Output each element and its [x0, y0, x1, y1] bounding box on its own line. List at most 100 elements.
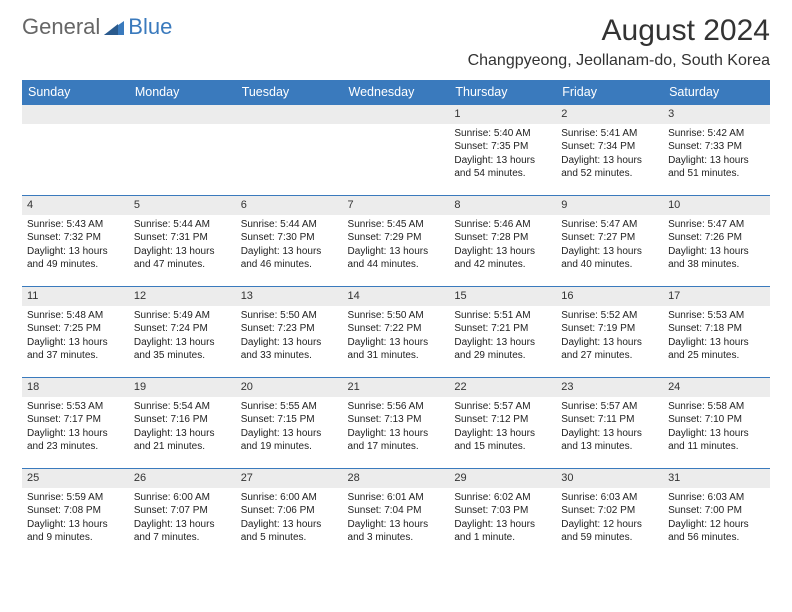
- calendar-row: 18 Sunrise: 5:53 AMSunset: 7:17 PM Dayligh…: [22, 377, 770, 468]
- day-body: Sunrise: 5:57 AMSunset: 7:11 PMDaylight:…: [556, 397, 663, 458]
- weekday-header: Wednesday: [343, 80, 450, 104]
- daylight-line: Daylight: 13 hours and 13 minutes.: [561, 427, 658, 454]
- logo: General Blue: [22, 14, 172, 40]
- daylight-line: Daylight: 13 hours and 52 minutes.: [561, 154, 658, 181]
- calendar-cell: 15Sunrise: 5:51 AMSunset: 7:21 PMDayligh…: [449, 286, 556, 377]
- title-block: August 2024 Changpyeong, Jeollanam-do, S…: [468, 14, 770, 70]
- daylight-line: Daylight: 13 hours and 42 minutes.: [454, 245, 551, 272]
- calendar-cell: 27Sunrise: 6:00 AMSunset: 7:06 PMDayligh…: [236, 468, 343, 559]
- day-body: [22, 124, 129, 131]
- sunset-line: Sunset: 7:02 PM: [561, 504, 658, 518]
- sunset-line: Sunset: 7:10 PM: [668, 413, 765, 427]
- sunset-line: Sunset: 7:25 PM: [27, 322, 124, 336]
- day-number: 8: [449, 195, 556, 215]
- day-number: 31: [663, 468, 770, 488]
- calendar-cell: 11Sunrise: 5:48 AMSunset: 7:25 PMDayligh…: [22, 286, 129, 377]
- calendar-cell: 20Sunrise: 5:55 AMSunset: 7:15 PMDayligh…: [236, 377, 343, 468]
- day-number: 10: [663, 195, 770, 215]
- sunrise-line: Sunrise: 5:50 AM: [348, 309, 445, 323]
- day-number: 21: [343, 377, 450, 397]
- calendar-cell: 29Sunrise: 6:02 AMSunset: 7:03 PMDayligh…: [449, 468, 556, 559]
- sunrise-line: Sunrise: 5:58 AM: [668, 400, 765, 414]
- daylight-line: Daylight: 13 hours and 49 minutes.: [27, 245, 124, 272]
- day-body: [343, 124, 450, 131]
- sunrise-line: Sunrise: 5:46 AM: [454, 218, 551, 232]
- daylight-line: Daylight: 13 hours and 3 minutes.: [348, 518, 445, 545]
- sunset-line: Sunset: 7:23 PM: [241, 322, 338, 336]
- sunset-line: Sunset: 7:21 PM: [454, 322, 551, 336]
- sunset-line: Sunset: 7:08 PM: [27, 504, 124, 518]
- sunrise-line: Sunrise: 5:53 AM: [668, 309, 765, 323]
- sunrise-line: Sunrise: 5:47 AM: [668, 218, 765, 232]
- sunrise-line: Sunrise: 5:47 AM: [561, 218, 658, 232]
- day-body: Sunrise: 5:53 AMSunset: 7:18 PMDaylight:…: [663, 306, 770, 367]
- calendar-cell: [236, 104, 343, 195]
- sunset-line: Sunset: 7:27 PM: [561, 231, 658, 245]
- day-body: Sunrise: 6:03 AMSunset: 7:00 PMDaylight:…: [663, 488, 770, 549]
- day-number: 17: [663, 286, 770, 306]
- sunset-line: Sunset: 7:35 PM: [454, 140, 551, 154]
- day-number: 18: [22, 377, 129, 397]
- day-body: Sunrise: 5:46 AMSunset: 7:28 PMDaylight:…: [449, 215, 556, 276]
- sunset-line: Sunset: 7:12 PM: [454, 413, 551, 427]
- sunset-line: Sunset: 7:06 PM: [241, 504, 338, 518]
- daylight-line: Daylight: 13 hours and 15 minutes.: [454, 427, 551, 454]
- day-body: Sunrise: 5:43 AMSunset: 7:32 PMDaylight:…: [22, 215, 129, 276]
- daylight-line: Daylight: 13 hours and 21 minutes.: [134, 427, 231, 454]
- weekday-header: Friday: [556, 80, 663, 104]
- day-number: 30: [556, 468, 663, 488]
- daylight-line: Daylight: 13 hours and 1 minute.: [454, 518, 551, 545]
- sunrise-line: Sunrise: 5:59 AM: [27, 491, 124, 505]
- day-body: Sunrise: 6:01 AMSunset: 7:04 PMDaylight:…: [343, 488, 450, 549]
- sunrise-line: Sunrise: 6:03 AM: [668, 491, 765, 505]
- calendar-cell: 26Sunrise: 6:00 AMSunset: 7:07 PMDayligh…: [129, 468, 236, 559]
- calendar-row: 4Sunrise: 5:43 AMSunset: 7:32 PMDaylight…: [22, 195, 770, 286]
- day-number: 2: [556, 104, 663, 124]
- calendar-cell: 14Sunrise: 5:50 AMSunset: 7:22 PMDayligh…: [343, 286, 450, 377]
- calendar-cell: [22, 104, 129, 195]
- daylight-line: Daylight: 13 hours and 27 minutes.: [561, 336, 658, 363]
- sunset-line: Sunset: 7:04 PM: [348, 504, 445, 518]
- weekday-header: Thursday: [449, 80, 556, 104]
- day-body: Sunrise: 5:44 AMSunset: 7:30 PMDaylight:…: [236, 215, 343, 276]
- sunset-line: Sunset: 7:07 PM: [134, 504, 231, 518]
- sunrise-line: Sunrise: 6:01 AM: [348, 491, 445, 505]
- day-body: Sunrise: 5:40 AMSunset: 7:35 PMDaylight:…: [449, 124, 556, 185]
- calendar-row: 25Sunrise: 5:59 AMSunset: 7:08 PMDayligh…: [22, 468, 770, 559]
- calendar-cell: 5Sunrise: 5:44 AMSunset: 7:31 PMDaylight…: [129, 195, 236, 286]
- sunset-line: Sunset: 7:18 PM: [668, 322, 765, 336]
- sunset-line: Sunset: 7:19 PM: [561, 322, 658, 336]
- logo-text-2: Blue: [128, 14, 172, 40]
- sunrise-line: Sunrise: 5:53 AM: [27, 400, 124, 414]
- day-body: Sunrise: 5:41 AMSunset: 7:34 PMDaylight:…: [556, 124, 663, 185]
- calendar-cell: 25Sunrise: 5:59 AMSunset: 7:08 PMDayligh…: [22, 468, 129, 559]
- header: General Blue August 2024 Changpyeong, Je…: [22, 14, 770, 70]
- sunrise-line: Sunrise: 5:44 AM: [241, 218, 338, 232]
- daylight-line: Daylight: 13 hours and 31 minutes.: [348, 336, 445, 363]
- sunset-line: Sunset: 7:22 PM: [348, 322, 445, 336]
- day-number: 3: [663, 104, 770, 124]
- sunset-line: Sunset: 7:29 PM: [348, 231, 445, 245]
- sunset-line: Sunset: 7:17 PM: [27, 413, 124, 427]
- sunset-line: Sunset: 7:24 PM: [134, 322, 231, 336]
- logo-text-1: General: [22, 14, 100, 40]
- sunrise-line: Sunrise: 5:41 AM: [561, 127, 658, 141]
- daylight-line: Daylight: 13 hours and 37 minutes.: [27, 336, 124, 363]
- calendar-cell: 18Sunrise: 5:53 AMSunset: 7:17 PMDayligh…: [22, 377, 129, 468]
- sunset-line: Sunset: 7:32 PM: [27, 231, 124, 245]
- day-number: 27: [236, 468, 343, 488]
- sunrise-line: Sunrise: 5:42 AM: [668, 127, 765, 141]
- day-number: 29: [449, 468, 556, 488]
- sunrise-line: Sunrise: 5:56 AM: [348, 400, 445, 414]
- day-number: [129, 104, 236, 124]
- sunrise-line: Sunrise: 5:52 AM: [561, 309, 658, 323]
- daylight-line: Daylight: 13 hours and 25 minutes.: [668, 336, 765, 363]
- sunrise-line: Sunrise: 5:50 AM: [241, 309, 338, 323]
- weekday-header: Sunday: [22, 80, 129, 104]
- sunset-line: Sunset: 7:33 PM: [668, 140, 765, 154]
- calendar-cell: 6Sunrise: 5:44 AMSunset: 7:30 PMDaylight…: [236, 195, 343, 286]
- sunset-line: Sunset: 7:31 PM: [134, 231, 231, 245]
- day-body: Sunrise: 5:54 AMSunset: 7:16 PMDaylight:…: [129, 397, 236, 458]
- day-body: Sunrise: 5:47 AMSunset: 7:27 PMDaylight:…: [556, 215, 663, 276]
- day-body: Sunrise: 5:59 AMSunset: 7:08 PMDaylight:…: [22, 488, 129, 549]
